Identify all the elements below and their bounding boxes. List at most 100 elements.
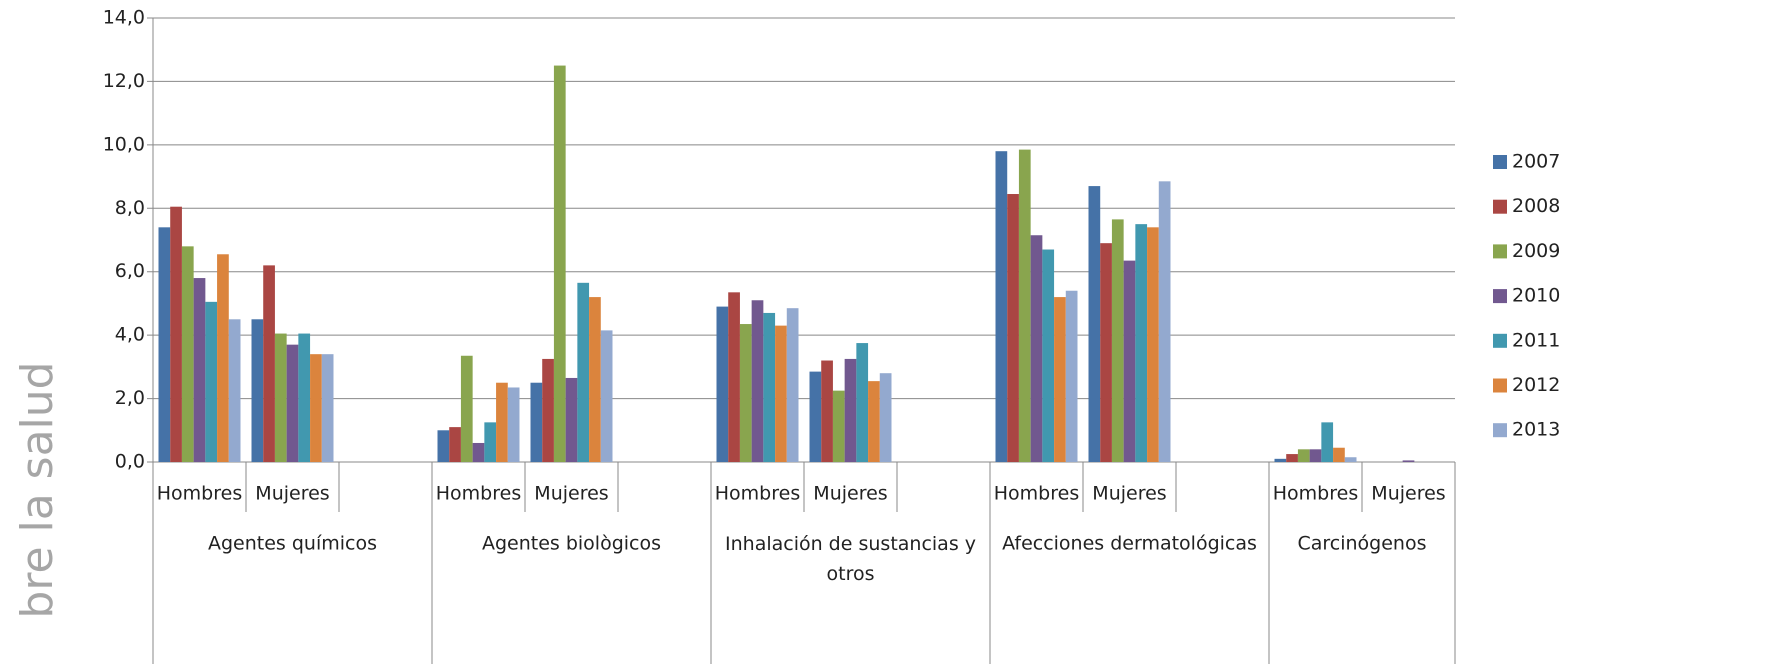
group-label: Agentes químicos	[208, 533, 377, 555]
bar	[1088, 186, 1101, 463]
x-tick-label: Hombres	[157, 483, 242, 505]
bar	[1286, 454, 1298, 462]
bar	[263, 265, 275, 462]
bar	[205, 301, 218, 462]
group-label: Carcinógenos	[1297, 533, 1426, 555]
bar	[1123, 260, 1136, 462]
bar	[1333, 447, 1345, 462]
bar	[228, 319, 241, 462]
y-tick-label: 4,0	[115, 324, 145, 346]
bar	[856, 343, 869, 462]
legend-swatch	[1493, 244, 1507, 259]
bar	[286, 344, 299, 462]
x-tick-label: Hombres	[715, 483, 800, 505]
bar	[251, 319, 264, 462]
bar	[775, 325, 787, 462]
group-label-line: Inhalación de sustancias y	[725, 533, 976, 555]
legend-label: 2011	[1512, 329, 1560, 351]
bar	[274, 333, 287, 462]
bar	[460, 355, 473, 462]
bar	[995, 151, 1008, 462]
y-tick-label: 10,0	[103, 133, 145, 155]
bar	[716, 306, 729, 462]
bar	[310, 354, 322, 462]
group-label-line: otros	[827, 563, 875, 585]
bar	[542, 358, 554, 462]
bar	[437, 430, 450, 462]
bar	[181, 246, 194, 462]
bar	[589, 297, 601, 462]
bar	[728, 292, 740, 462]
bar	[1007, 194, 1019, 462]
group-label: Agentes biològicos	[482, 533, 661, 555]
legend-label: 2008	[1512, 195, 1560, 217]
bar	[1054, 297, 1066, 462]
y-tick-label: 6,0	[115, 260, 145, 282]
bar	[868, 381, 880, 462]
y-tick-label: 8,0	[115, 197, 145, 219]
y-tick-label: 14,0	[103, 7, 145, 29]
bar	[530, 382, 543, 462]
x-tick-label: Mujeres	[813, 483, 887, 505]
bar	[832, 390, 845, 462]
bar	[809, 371, 822, 462]
legend-label: 2013	[1512, 419, 1560, 441]
bar	[1135, 224, 1148, 462]
bar	[1402, 460, 1415, 462]
legend-swatch	[1493, 333, 1507, 348]
legend-swatch	[1493, 155, 1507, 169]
x-tick-label: Mujeres	[1092, 483, 1166, 505]
y-axis-label: bre la salud	[12, 361, 63, 618]
bar	[1321, 422, 1334, 462]
bar	[553, 65, 566, 463]
bar	[449, 427, 461, 462]
bar	[193, 278, 206, 462]
bar	[1100, 243, 1112, 462]
x-tick-label: Hombres	[994, 483, 1079, 505]
bar	[1030, 235, 1043, 462]
x-tick-label: Hombres	[1273, 483, 1358, 505]
x-tick-label: Mujeres	[534, 483, 608, 505]
bar	[1297, 449, 1310, 462]
group-label: Afecciones dermatológicas	[1002, 533, 1257, 555]
bar	[577, 282, 590, 462]
y-tick-label: 0,0	[115, 451, 145, 473]
y-tick-label: 12,0	[103, 70, 145, 92]
x-tick-label: Mujeres	[255, 483, 329, 505]
bar	[1065, 290, 1078, 462]
bar	[1274, 458, 1287, 462]
legend-swatch	[1493, 423, 1507, 438]
bar	[844, 358, 857, 462]
bar	[1344, 457, 1357, 462]
bar	[298, 333, 311, 462]
bar	[751, 300, 764, 462]
bar	[1309, 449, 1322, 462]
legend-swatch	[1493, 199, 1507, 214]
legend-swatch	[1493, 378, 1507, 393]
bar	[739, 324, 752, 462]
bar	[821, 360, 833, 462]
bar	[217, 254, 229, 462]
legend-label: 2009	[1512, 240, 1560, 262]
bar	[1018, 149, 1031, 462]
bar	[1042, 249, 1055, 462]
bar	[763, 312, 776, 462]
bar	[158, 227, 171, 462]
bar	[600, 330, 613, 462]
bar	[321, 354, 334, 462]
bar	[786, 308, 799, 462]
bar	[1111, 219, 1124, 462]
x-tick-label: Mujeres	[1371, 483, 1445, 505]
legend-label: 2012	[1512, 374, 1560, 396]
bar	[496, 382, 508, 462]
bar	[507, 387, 520, 462]
bar	[472, 442, 485, 462]
bar	[484, 422, 497, 462]
bar	[1147, 227, 1159, 462]
bar	[1158, 181, 1171, 463]
bar	[565, 377, 578, 462]
bar	[879, 373, 892, 462]
bar	[170, 206, 182, 462]
legend-label: 2010	[1512, 285, 1560, 307]
